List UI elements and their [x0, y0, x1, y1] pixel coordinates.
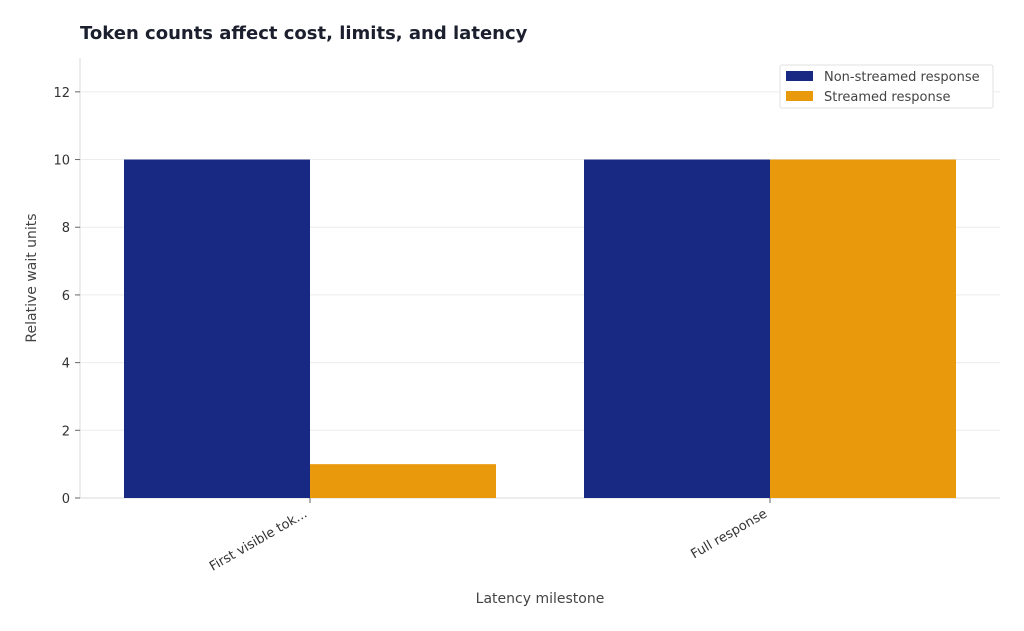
y-tick-label: 2	[62, 424, 70, 439]
legend-box	[779, 64, 994, 109]
chart-title: Token counts affect cost, limits, and la…	[80, 23, 528, 44]
bars	[124, 159, 956, 499]
legend-label-streamed: Streamed response	[824, 90, 950, 105]
x-tick-label: Full response	[689, 506, 770, 562]
bar	[310, 464, 496, 498]
y-ticks: 0 2 4 6 8 10 12	[53, 86, 80, 507]
x-ticks: First visible tok... Full response	[207, 498, 771, 575]
legend-swatch-streamed	[786, 91, 813, 101]
y-tick-label: 10	[53, 154, 70, 169]
bar	[124, 159, 310, 499]
bar	[770, 159, 956, 499]
y-tick-label: 6	[62, 289, 70, 304]
y-tick-label: 12	[53, 86, 70, 101]
legend: Non-streamed response Streamed response	[779, 64, 994, 109]
y-tick-label: 4	[62, 357, 70, 372]
bar	[584, 159, 770, 499]
x-tick-label: First visible tok...	[207, 506, 310, 574]
x-axis-label: Latency milestone	[476, 591, 605, 607]
legend-swatch-non-streamed	[786, 71, 813, 81]
y-tick-label: 0	[62, 492, 70, 507]
y-axis-label: Relative wait units	[24, 213, 40, 342]
y-tick-label: 8	[62, 221, 70, 236]
legend-label-non-streamed: Non-streamed response	[824, 70, 980, 85]
